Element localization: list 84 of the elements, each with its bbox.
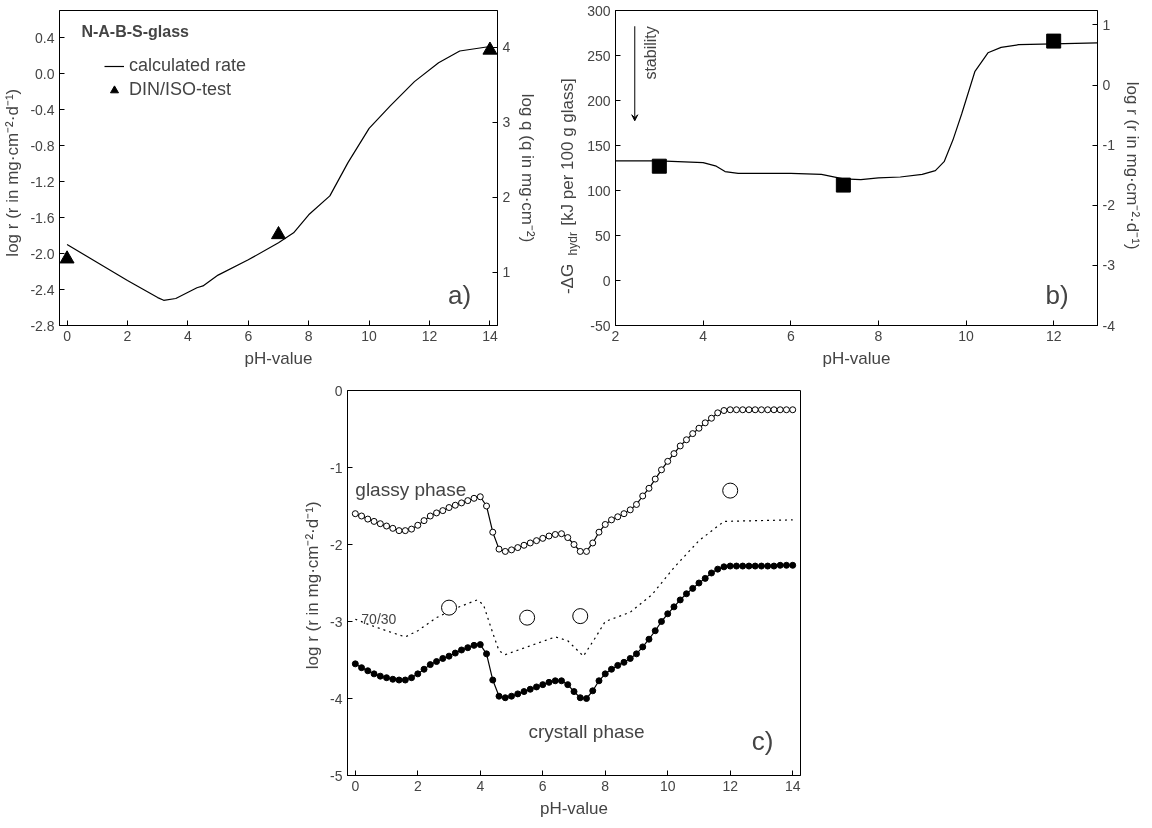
y-tick-label: 300 — [587, 2, 611, 19]
y-tick-label: 0 — [334, 382, 343, 399]
y-axis-title: -ΔGhydr [kJ per 100 g glass] — [558, 78, 580, 295]
x-tick-label: 8 — [304, 327, 313, 344]
x-tick-label: 10 — [361, 327, 378, 344]
x-tick-label: 10 — [659, 777, 676, 794]
x-tick-label: 6 — [786, 327, 795, 344]
x-tick-label: 4 — [476, 777, 485, 794]
x-axis-title: pH-value — [244, 348, 313, 368]
y-axis-title: log r (r in mg·cm⁻²·d⁻¹) — [303, 501, 323, 670]
y-tick-label: -0.8 — [30, 137, 55, 154]
y-tick-label: 100 — [587, 182, 611, 199]
x-tick-label: 10 — [958, 327, 975, 344]
y-tick-label: -2 — [330, 536, 343, 553]
x-tick-label: 2 — [413, 777, 422, 794]
x-tick-label: 4 — [699, 327, 708, 344]
annotation: c) — [751, 726, 774, 757]
y-tick-label: 200 — [587, 92, 611, 109]
point — [519, 609, 536, 626]
x-tick-label: 12 — [421, 327, 438, 344]
x-tick-label: 14 — [784, 777, 801, 794]
y-tick-label: -2.4 — [30, 281, 55, 298]
x-tick-label: 0 — [63, 327, 72, 344]
x-tick-label: 0 — [351, 777, 360, 794]
y2-tick-label: 0 — [1102, 77, 1111, 94]
legend-label: DIN/ISO-test — [129, 79, 232, 100]
x-tick-label: 8 — [601, 777, 610, 794]
point — [482, 41, 498, 55]
annotation: a) — [448, 279, 472, 310]
y2-tick-label: -2 — [1102, 197, 1116, 214]
x-axis-title: pH-value — [822, 348, 891, 368]
point — [271, 226, 286, 240]
point — [572, 608, 589, 625]
y2-tick-label: -1 — [1102, 137, 1116, 154]
point — [441, 599, 458, 616]
point — [651, 158, 667, 174]
y-tick-label: -0.4 — [30, 101, 55, 118]
y-tick-label: -3 — [330, 613, 343, 630]
x-tick-label: 14 — [482, 327, 498, 344]
y-tick-label: -50 — [590, 317, 611, 334]
y-tick-label: -5 — [330, 767, 343, 784]
y2-tick-label: 2 — [502, 189, 511, 206]
series-label: crystall phase — [528, 720, 645, 742]
y-tick-label: -4 — [330, 690, 343, 707]
y2-tick-label: 4 — [502, 39, 511, 56]
x-tick-label: 12 — [1045, 327, 1062, 344]
x-tick-label: 4 — [183, 327, 192, 344]
y-tick-label: 0.0 — [35, 65, 55, 82]
x-tick-label: 6 — [538, 777, 547, 794]
x-tick-label: 6 — [244, 327, 253, 344]
y-tick-label: 0 — [602, 272, 611, 289]
y-tick-label: 0.4 — [35, 29, 55, 46]
y-tick-label: -1 — [330, 459, 343, 476]
y-tick-label: 150 — [587, 137, 611, 154]
y-tick-label: -2.0 — [30, 245, 55, 262]
point — [722, 482, 739, 499]
annotation: b) — [1045, 279, 1069, 310]
y2-tick-label: -3 — [1102, 257, 1116, 274]
annotation: stability — [642, 26, 660, 80]
line-series — [354, 519, 794, 657]
legend-label: calculated rate — [129, 55, 247, 76]
y-tick-label: 250 — [587, 47, 611, 64]
y2-tick-label: 1 — [1102, 16, 1111, 33]
y2-tick-label: -4 — [1102, 317, 1116, 334]
y-tick-label: -1.2 — [30, 173, 55, 190]
point — [59, 250, 75, 264]
y2-tick-label: 3 — [502, 114, 511, 131]
x-tick-label: 8 — [874, 327, 883, 344]
annotation: N-A-B-S-glass — [81, 23, 190, 41]
x-axis-title: pH-value — [539, 798, 609, 818]
point — [835, 177, 851, 193]
series-label: glassy phase — [355, 478, 467, 500]
y-tick-label: -2.8 — [30, 317, 55, 334]
x-tick-label: 2 — [611, 327, 620, 344]
y2-axis-title: log q (q in mg·cm⁻²) — [518, 93, 538, 243]
x-tick-label: 12 — [722, 777, 739, 794]
y2-tick-label: 1 — [502, 264, 511, 281]
point — [1046, 33, 1062, 49]
y-axis-title: log r (r in mg·cm⁻²·d⁻¹) — [3, 88, 23, 257]
x-tick-label: 2 — [123, 327, 132, 344]
series-label: 70/30 — [361, 611, 397, 628]
y-tick-label: 50 — [594, 227, 611, 244]
y2-axis-title: log r (r in mg·cm⁻²·d⁻¹) — [1122, 81, 1142, 250]
y-tick-label: -1.6 — [30, 209, 55, 226]
